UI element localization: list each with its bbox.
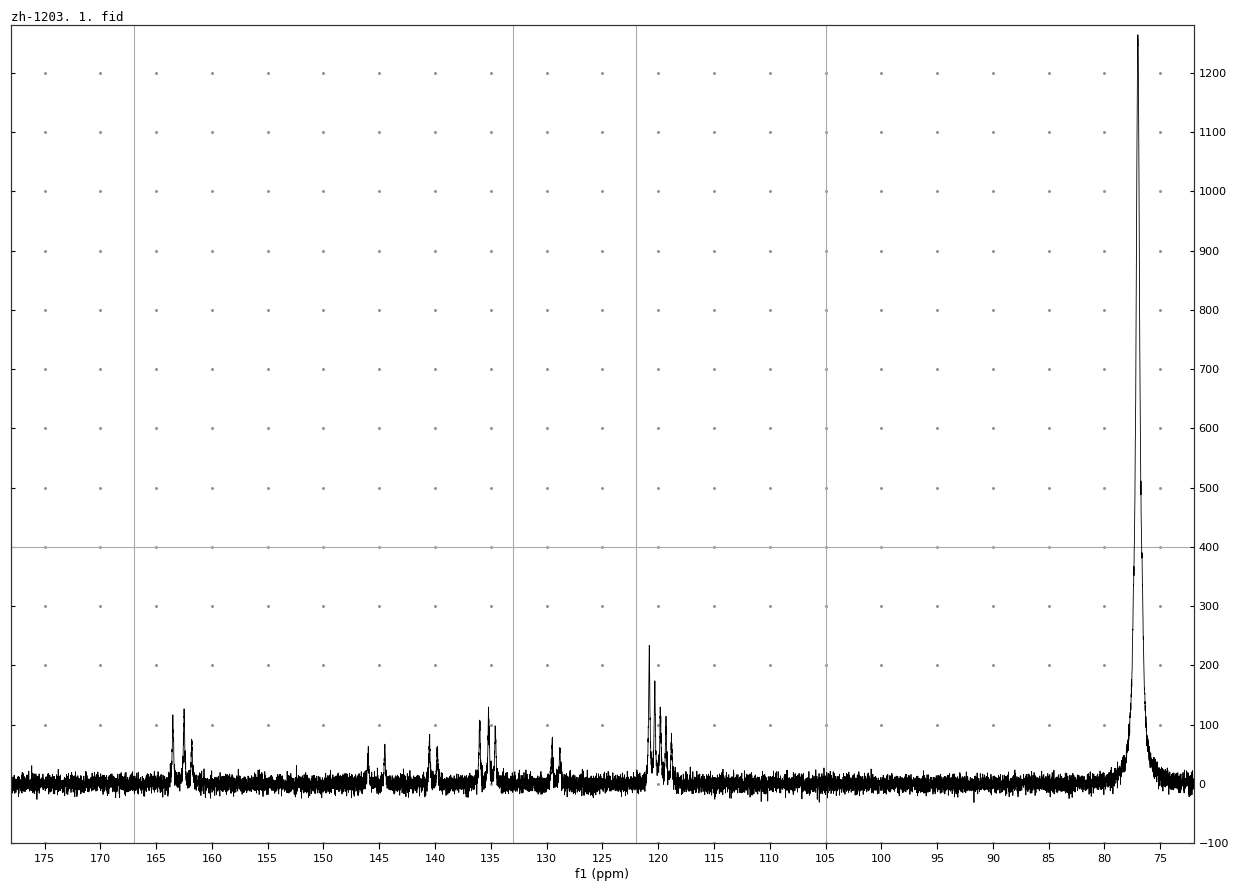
X-axis label: f1 (ppm): f1 (ppm) [575,868,630,881]
Text: zh-1203. 1. fid: zh-1203. 1. fid [11,11,124,24]
